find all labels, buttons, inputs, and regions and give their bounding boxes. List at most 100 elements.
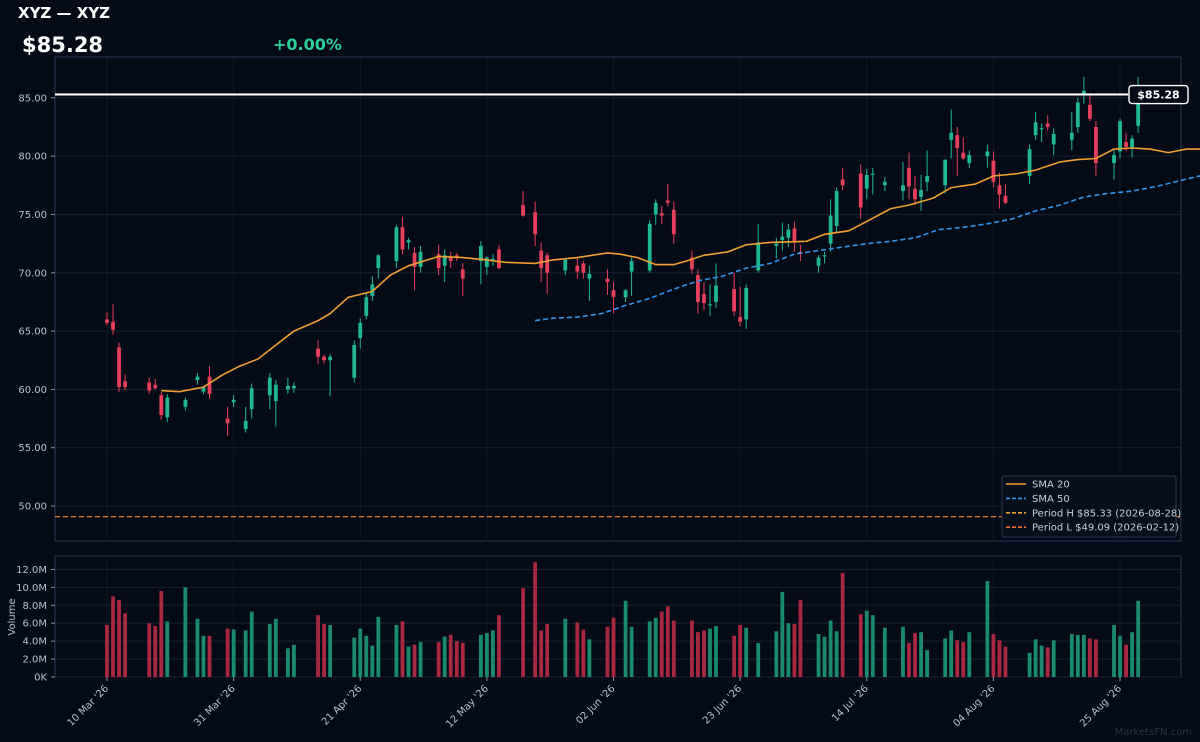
candle-body-down: [605, 278, 610, 283]
candle-body-up: [1112, 154, 1116, 164]
candle-body-down: [497, 249, 501, 269]
volume-bar: [249, 611, 254, 677]
candle-body-down: [1045, 123, 1050, 127]
x-tick-label: 02 Jun '26: [574, 683, 617, 726]
volume-bar: [316, 615, 320, 677]
candle-body-down: [117, 347, 121, 388]
price-tick-label: 60.00: [18, 385, 47, 396]
candle-body-down: [322, 356, 326, 361]
moving-averages: [161, 147, 1200, 393]
x-tick-label: 21 Apr '26: [320, 683, 364, 727]
volume-bar: [1045, 647, 1050, 677]
candle-body-up: [1051, 133, 1056, 145]
candle-body-down: [690, 257, 694, 270]
watermark: MarketsFN.com: [1114, 727, 1192, 738]
volume-bar: [780, 591, 785, 677]
volume-bar: [1087, 638, 1092, 677]
volume-bar: [273, 618, 278, 677]
volume-bar: [436, 642, 441, 677]
candle-body-down: [581, 263, 586, 273]
volume-bar: [822, 636, 827, 677]
volume-bar: [539, 630, 544, 677]
volume-bar: [147, 623, 152, 677]
candle-body-down: [665, 200, 670, 203]
candle-body-down: [1094, 126, 1098, 164]
volume-bar: [629, 626, 634, 677]
volume-bar: [159, 590, 164, 677]
volume-bar: [454, 641, 459, 677]
volume-bar: [744, 627, 749, 677]
candle-body-down: [448, 257, 453, 262]
volume-bar: [786, 623, 791, 677]
candle-body-up: [165, 397, 170, 418]
last-price-marker: $85.28: [55, 84, 1189, 105]
candle-body-up: [828, 215, 833, 244]
candle-body-up: [358, 322, 363, 339]
volume-bar: [955, 640, 960, 677]
candle-body-up: [629, 261, 634, 272]
candle-body-down: [907, 167, 911, 187]
candle-body-up: [870, 173, 875, 175]
volume-bar: [774, 631, 779, 677]
volume-bar: [581, 629, 586, 677]
candle-body-down: [105, 319, 109, 323]
price-panel: [54, 56, 1182, 542]
volume-bar: [267, 624, 272, 677]
volume-bar: [714, 625, 718, 677]
candle-body-up: [985, 151, 990, 157]
volume-bar: [153, 625, 158, 677]
volume-bar: [605, 626, 610, 677]
candle-body-down: [412, 252, 417, 267]
volume-bar: [484, 633, 489, 677]
candle-body-down: [913, 188, 917, 200]
volume-bar: [1124, 644, 1128, 677]
volume-bar: [1075, 634, 1080, 677]
volume-bar: [545, 624, 550, 677]
candle-body-down: [1087, 104, 1092, 119]
chart-legend: SMA 20 SMA 50 Period H $85.33 (2026-08-28)…: [1001, 475, 1181, 538]
volume-bar: [328, 625, 333, 677]
volume-bar: [1069, 633, 1074, 677]
volume-bar: [690, 620, 694, 677]
candle-body-up: [816, 257, 821, 266]
volume-bar: [907, 642, 911, 677]
candle-body-up: [406, 240, 411, 243]
candle-body-up: [822, 255, 827, 257]
candle-body-up: [442, 255, 447, 266]
candle-body-up: [418, 251, 423, 267]
volume-bar: [1003, 646, 1008, 677]
volume-bar: [491, 630, 495, 677]
volume-bar: [533, 562, 538, 677]
x-axis: 10 Mar '26 31 Mar '26 21 Apr '26 12 May '26…: [66, 677, 1124, 730]
volume-bar: [201, 635, 206, 677]
volume-bar: [696, 632, 700, 677]
volume-tick-label: 8.0M: [22, 601, 47, 612]
volume-bar: [376, 616, 381, 677]
volume-bar: [406, 646, 411, 677]
volume-bar: [442, 636, 447, 677]
volume-bar: [913, 633, 917, 677]
volume-bar: [653, 617, 658, 677]
candle-body-up: [1039, 128, 1044, 130]
volume-bar: [702, 630, 706, 677]
volume-bar: [882, 627, 887, 677]
volume-bar: [919, 632, 923, 677]
volume-bar: [828, 620, 833, 677]
candle-body-up: [1136, 94, 1141, 126]
volume-tick-label: 0K: [34, 673, 47, 684]
candle-body-up: [653, 202, 658, 215]
volume-bar: [364, 635, 369, 677]
legend-label: Period L $49.09 (2026-02-12): [1032, 523, 1179, 534]
volume-bar: [961, 642, 966, 677]
volume-axis-label: Volume: [7, 598, 18, 635]
volume-bar: [985, 581, 990, 677]
volume-bar: [231, 629, 236, 677]
candle-body-up: [834, 191, 839, 227]
candle-body-down: [671, 209, 676, 235]
volume-bar: [1081, 634, 1086, 677]
volume-tick-label: 6.0M: [22, 619, 47, 630]
price-tick-label: 50.00: [18, 502, 47, 513]
volume-bar: [708, 628, 712, 677]
price-change: +0.00%: [273, 35, 342, 54]
candle-body-down: [1003, 195, 1008, 203]
